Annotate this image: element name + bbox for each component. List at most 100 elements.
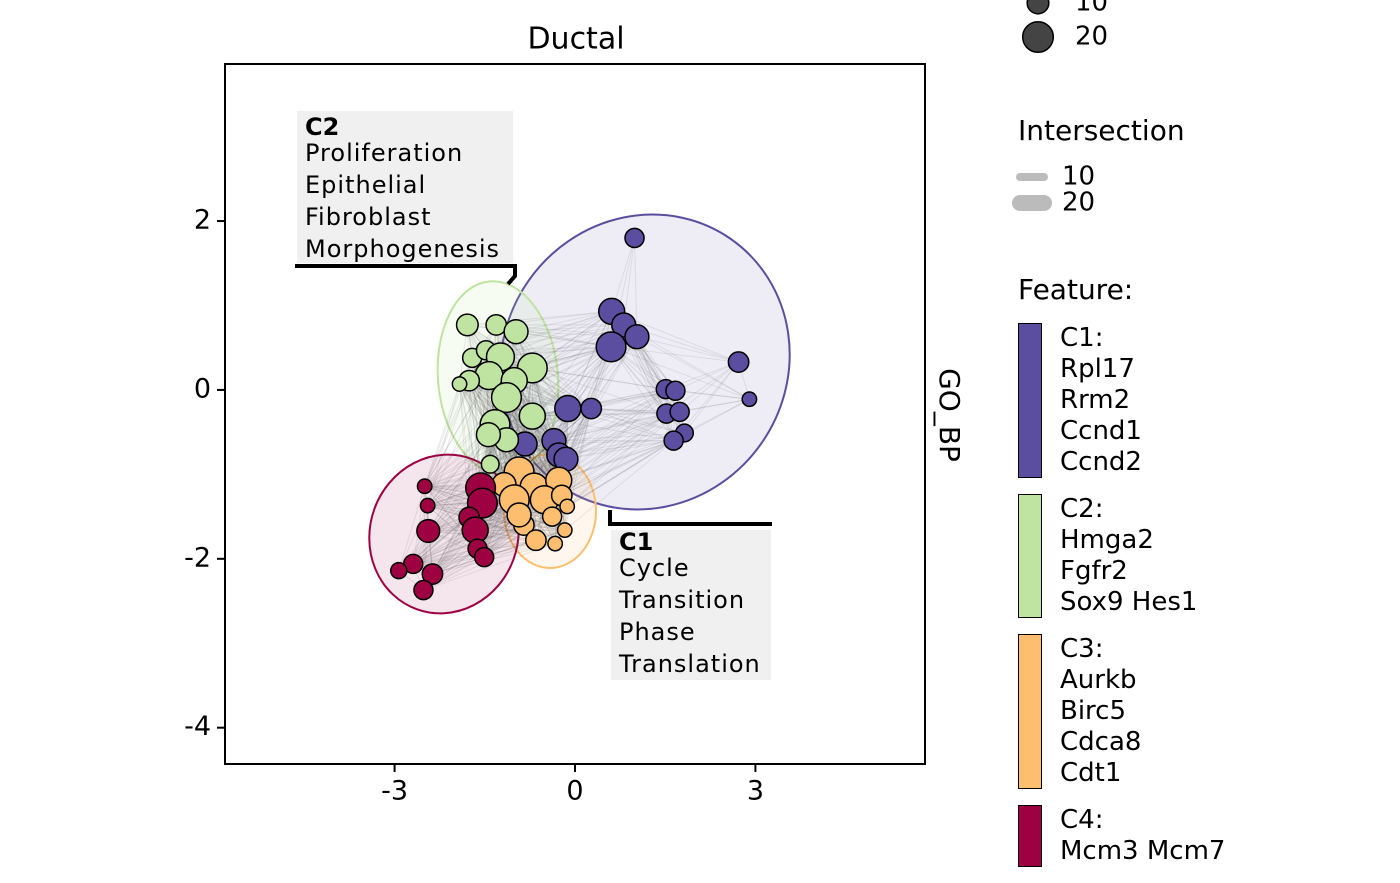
- point: [421, 563, 444, 585]
- edge: [623, 237, 636, 325]
- points: [389, 227, 758, 601]
- edge: [516, 324, 624, 333]
- edge: [561, 413, 667, 496]
- point: [547, 535, 564, 552]
- edge: [428, 529, 565, 532]
- y-tick-label: -4: [184, 711, 211, 742]
- edge: [532, 367, 676, 392]
- edge: [558, 336, 638, 456]
- annotation-label: C1: [619, 528, 653, 556]
- edge: [515, 310, 612, 333]
- point: [727, 351, 750, 374]
- edge: [531, 346, 612, 417]
- point: [455, 313, 479, 337]
- edge: [531, 311, 613, 417]
- annotation-text: Phase: [619, 618, 696, 646]
- edge: [591, 408, 667, 415]
- edge: [477, 529, 565, 550]
- edge: [459, 383, 482, 488]
- legend-swatch: [1018, 805, 1042, 867]
- annotation-leader: [295, 264, 517, 286]
- edge: [561, 440, 674, 496]
- annotation-box: [297, 111, 513, 263]
- point: [480, 454, 500, 474]
- x-tick-label: 3: [747, 776, 764, 807]
- edge: [558, 413, 667, 481]
- edge: [398, 486, 426, 571]
- edge: [424, 463, 491, 487]
- edge: [484, 529, 565, 558]
- edge: [558, 388, 667, 456]
- edge: [565, 390, 676, 460]
- edge: [565, 336, 638, 460]
- edge: [590, 336, 638, 409]
- edge: [424, 458, 567, 487]
- edge: [684, 398, 750, 434]
- x-tick-label: 0: [566, 776, 583, 807]
- edge: [424, 383, 461, 487]
- y-tick-label: -2: [184, 542, 211, 573]
- annotation-text: Transition: [618, 586, 745, 614]
- edge: [558, 390, 676, 456]
- legend-title: Feature:: [1018, 273, 1133, 306]
- edge: [684, 361, 739, 434]
- edge: [500, 310, 612, 358]
- edge: [424, 434, 489, 487]
- legend-item: C3: Aurkb Birc5 Cdca8 Cdt1: [1018, 634, 1225, 789]
- legend-label: C3: Aurkb Birc5 Cdca8 Cdt1: [1060, 634, 1142, 788]
- size-key: [1021, 20, 1055, 54]
- legend-title: Intersection: [1018, 114, 1185, 147]
- edge: [483, 516, 553, 558]
- edge: [558, 440, 674, 456]
- point: [419, 497, 436, 514]
- edge: [427, 463, 491, 507]
- edge: [459, 383, 491, 465]
- edge: [553, 413, 667, 442]
- edge: [424, 415, 533, 487]
- size-key-label: 20: [1075, 22, 1108, 52]
- edge: [427, 505, 565, 531]
- point: [518, 402, 547, 430]
- edge: [413, 556, 485, 565]
- annotation-text: Proliferation: [305, 139, 463, 167]
- point: [624, 324, 650, 350]
- legend-swatch: [1018, 323, 1042, 478]
- annotation-text: Cycle: [619, 554, 690, 582]
- point: [559, 498, 576, 515]
- point: [554, 394, 582, 423]
- legend-features: C1: Rpl17 Rrm2 Ccnd1 Ccnd2 C2: Hmga2 Fgfr…: [1018, 323, 1225, 883]
- point: [485, 313, 508, 336]
- edge: [468, 380, 482, 488]
- width-key-label: 10: [1062, 162, 1095, 192]
- strip-label: GO_BP: [933, 368, 966, 462]
- point: [663, 430, 684, 451]
- point: [475, 421, 502, 448]
- edge: [634, 237, 638, 337]
- point: [524, 529, 547, 552]
- edge: [488, 324, 624, 377]
- legend-label: C2: Hmga2 Fgfr2 Sox9 Hes1: [1060, 494, 1198, 617]
- edge: [566, 440, 674, 507]
- point: [490, 381, 523, 414]
- edge: [515, 331, 592, 409]
- legend-item: C4: Mcm3 Mcm7: [1018, 805, 1225, 867]
- edge: [532, 415, 674, 442]
- point: [541, 506, 563, 527]
- edge: [413, 548, 478, 565]
- edge: [636, 336, 667, 414]
- point: [451, 376, 468, 392]
- legend-swatch: [1018, 634, 1042, 789]
- point: [416, 478, 433, 495]
- edge: [500, 346, 612, 358]
- edge: [558, 432, 685, 456]
- edge: [532, 367, 667, 415]
- edge: [610, 346, 680, 413]
- legend-item: C2: Hmga2 Fgfr2 Sox9 Hes1: [1018, 494, 1225, 618]
- point: [665, 380, 686, 402]
- chart-title: Ductal: [527, 22, 624, 57]
- edge: [567, 311, 613, 409]
- edge: [412, 517, 470, 565]
- edge: [566, 411, 680, 507]
